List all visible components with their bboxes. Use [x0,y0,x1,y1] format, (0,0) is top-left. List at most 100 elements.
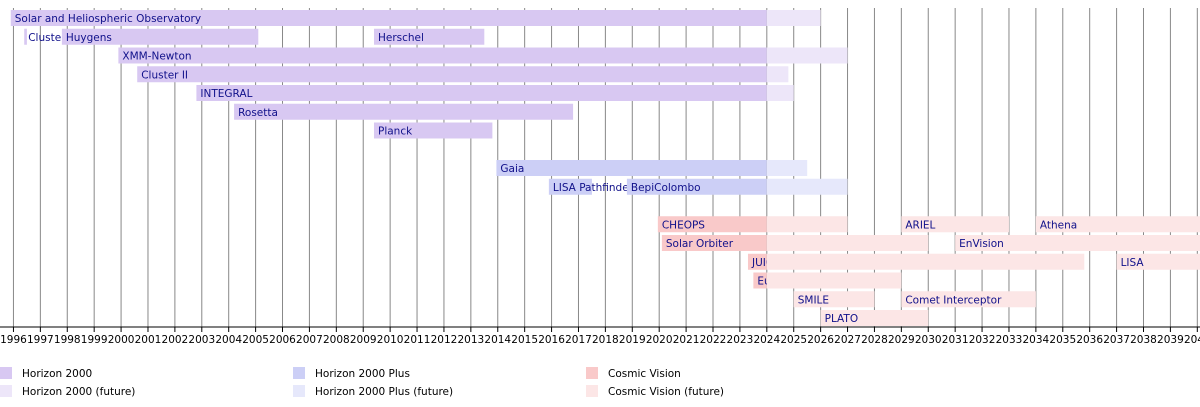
x-tick-label: 2007 [296,334,323,346]
x-tick-label: 2034 [1023,334,1050,346]
x-tick-label: 2030 [915,334,942,346]
bar-label: CHEOPS [662,219,705,231]
x-tick-label: 2014 [484,334,511,346]
legend-swatch [293,367,305,379]
timeline-bar [196,85,767,101]
x-tick-label: 2012 [431,334,458,346]
x-tick-label: 2005 [242,334,269,346]
x-tick-label: 2015 [511,334,538,346]
timeline-bar [766,160,808,176]
x-tick-label: 2018 [592,334,619,346]
timeline-bar [1035,216,1200,233]
bar-label: Huygens [66,32,112,44]
x-tick-label: 2028 [861,334,888,346]
x-tick-label: 2008 [323,334,350,346]
bar-label: LISA Pathfinder [553,182,634,194]
timeline-bar [766,235,929,251]
bar-label: Planck [378,126,413,138]
bar-label: Cluster II [141,69,188,81]
timeline-bar [766,178,848,195]
timeline-bar [661,235,767,251]
bar-label: ARIEL [905,219,935,231]
x-tick-label: 2020 [646,334,673,346]
timeline-bar [496,160,767,176]
x-tick-label: 2002 [162,334,189,346]
x-tick-label: 2031 [942,334,969,346]
timeline-bar [61,28,259,45]
timeline-bar [793,291,875,308]
x-tick-label: 2026 [807,334,834,346]
x-tick-label: 2032 [969,334,996,346]
x-tick-label: 2011 [404,334,431,346]
x-tick-label: 2010 [377,334,404,346]
timeline-bar [766,85,794,101]
x-tick-label: 2038 [1130,334,1157,346]
x-tick-label: 1998 [54,334,81,346]
timeline-bar [901,216,1009,233]
timeline-bar [747,253,767,270]
x-tick-label: 2016 [538,334,565,346]
x-tick-label: 2001 [135,334,162,346]
x-tick-label: 1999 [81,334,108,346]
x-tick-label: 2023 [727,334,754,346]
timeline-bar [766,253,1085,270]
x-tick-label: 2013 [457,334,484,346]
x-tick-label: 2039 [1157,334,1184,346]
timeline-bar [766,66,789,83]
bar-label: Rosetta [238,107,278,119]
legend-label: Cosmic Vision [608,368,681,380]
bar-label: LISA [1121,257,1145,269]
timeline-bar [118,47,767,64]
legend-swatch [586,367,598,379]
x-tick-label: 2024 [753,334,780,346]
x-tick-label: 1996 [0,334,27,346]
bar-label: Cluster [28,32,66,44]
x-tick-label: 2022 [700,334,727,346]
timeline-bar [955,235,1200,251]
bar-label: Solar Orbiter [666,238,734,250]
timeline-bar [766,47,848,64]
legend-label: Horizon 2000 Plus (future) [315,386,453,398]
timeline-bar [373,28,485,45]
timeline-bar [766,10,821,26]
bar-label: BepiColombo [631,182,701,194]
x-tick-label: 2000 [108,334,135,346]
x-tick-label: 1997 [27,334,54,346]
timeline-bar [24,28,27,45]
x-tick-label: 2021 [673,334,700,346]
legend-label: Cosmic Vision (future) [608,386,724,398]
x-tick-label: 2003 [188,334,215,346]
x-tick-label: 2035 [1049,334,1076,346]
legend-swatch [0,367,12,379]
timeline-bar [373,122,493,139]
timeline-bar [626,178,767,195]
legend-swatch [293,385,305,397]
timeline-bar [137,66,767,83]
x-tick-label: 2025 [780,334,807,346]
timeline-bar [753,272,767,289]
timeline-bar [1116,253,1200,270]
bar-label: XMM-Newton [122,51,191,63]
timeline-bar [901,291,1036,308]
timeline-bar [657,216,767,233]
timeline-bar [234,103,574,120]
bar-label: Herschel [378,32,424,44]
x-tick-label: 2019 [619,334,646,346]
bar-label: Solar and Heliospheric Observatory [15,13,201,25]
bar-label: PLATO [825,313,858,325]
x-tick-label: 2009 [350,334,377,346]
legend-label: Horizon 2000 [22,368,92,380]
x-tick-label: 2033 [996,334,1023,346]
bar-label: Athena [1040,219,1077,231]
x-tick-label: 2029 [888,334,915,346]
x-tick-label: 2027 [834,334,861,346]
x-tick-label: 2006 [269,334,296,346]
timeline-bar [766,216,848,233]
x-tick-label: 2017 [565,334,592,346]
x-tick-label: 2040 [1184,334,1200,346]
bar-label: INTEGRAL [200,88,252,100]
bar-label: Comet Interceptor [905,294,1002,306]
bar-label: EnVision [959,238,1004,250]
x-tick-label: 2037 [1103,334,1130,346]
